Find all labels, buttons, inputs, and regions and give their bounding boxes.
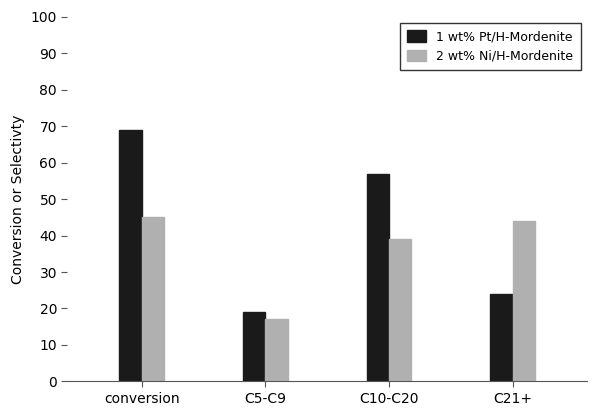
Bar	[490, 294, 512, 382]
Y-axis label: Conversion or Selectivty: Conversion or Selectivty	[11, 114, 25, 284]
Bar	[512, 221, 535, 382]
Bar	[266, 319, 288, 382]
Bar	[389, 239, 411, 382]
Bar	[367, 173, 389, 382]
Bar	[120, 130, 142, 382]
Bar	[243, 312, 266, 382]
Bar	[142, 217, 164, 382]
Legend: 1 wt% Pt/H-Mordenite, 2 wt% Ni/H-Mordenite: 1 wt% Pt/H-Mordenite, 2 wt% Ni/H-Mordeni…	[400, 23, 581, 70]
